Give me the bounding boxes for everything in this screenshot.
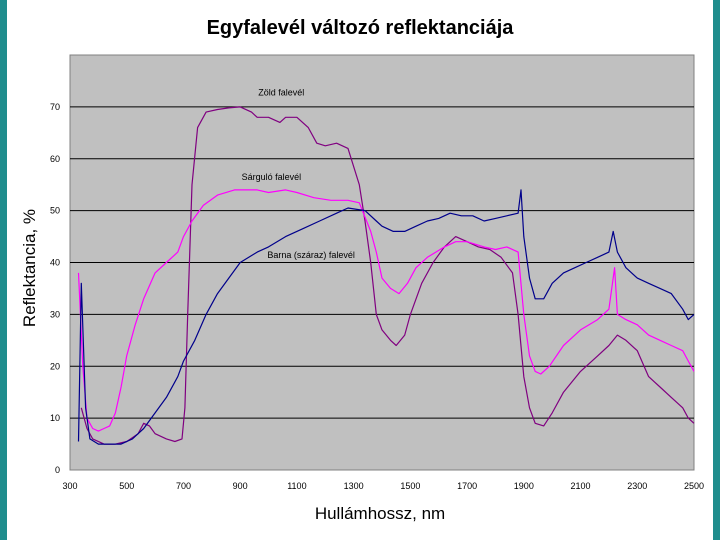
chart-title: Egyfalevél változó reflektanciája: [206, 17, 514, 39]
y-tick-label: 40: [50, 258, 60, 268]
x-tick-label: 900: [233, 481, 248, 491]
series-lines: [77, 106, 695, 445]
y-tick-label: 0: [55, 465, 60, 475]
grid-lines: [70, 106, 694, 419]
x-tick-label: 1700: [457, 481, 477, 491]
x-tick-label: 2100: [571, 481, 591, 491]
y-tick-label: 70: [50, 102, 60, 112]
x-tick-label: 2300: [627, 481, 647, 491]
x-axis-title: Hullámhossz, nm: [314, 504, 446, 523]
x-tick-label: 1500: [400, 481, 420, 491]
series-line: [77, 189, 695, 432]
series-label: Barna (száraz) falevél: [267, 250, 355, 260]
x-tick-label: 1100: [287, 481, 306, 491]
x-tick-label: 300: [62, 481, 77, 491]
x-tick-label: 2500: [684, 481, 704, 491]
x-tick-label: 1300: [344, 481, 364, 491]
x-tick-label: 500: [119, 481, 134, 491]
y-tick-label: 20: [50, 361, 60, 371]
series-label: Sárguló falevél: [242, 172, 302, 182]
x-tick-labels: 300 500 700 900 1100 1300 1500 1700 1900 2100 2300…: [62, 481, 704, 491]
y-tick-label: 60: [50, 154, 60, 164]
y-tick-label: 10: [50, 413, 60, 423]
x-tick-label: 1900: [514, 481, 534, 491]
y-tick-label: 50: [50, 206, 60, 216]
series-line: [77, 189, 695, 445]
y-tick-labels: 0 10 20 30 40 50 60 70: [50, 102, 60, 475]
series-label: Zöld falevél: [258, 87, 304, 97]
x-tick-label: 700: [176, 481, 191, 491]
y-tick-label: 30: [50, 309, 60, 319]
series-labels: Zöld falevél Sárguló falevél Barna (száraz…: [242, 87, 355, 259]
series-line: [80, 106, 695, 445]
